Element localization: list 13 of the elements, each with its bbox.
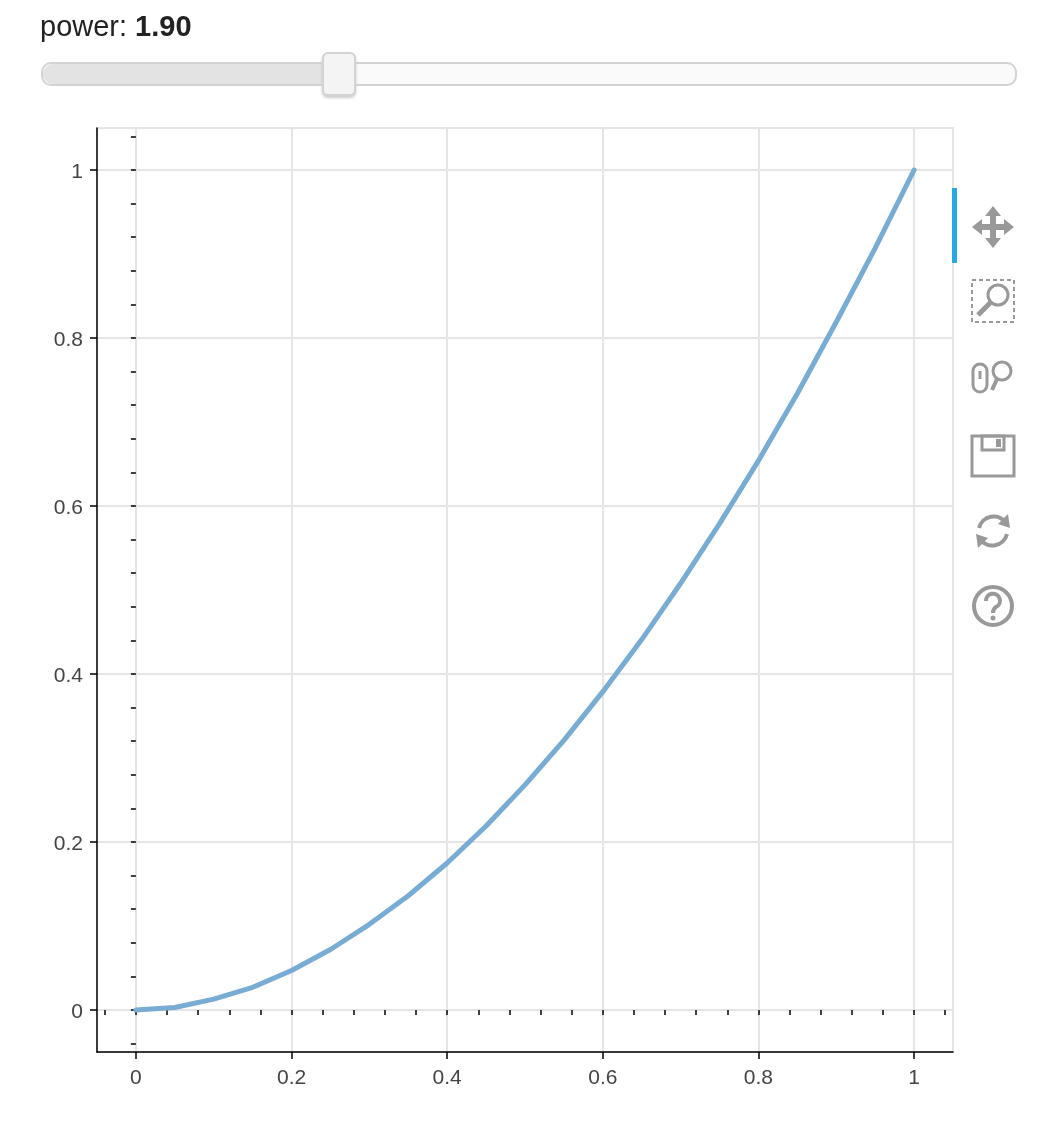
x-tick-label: 0.4	[432, 1065, 463, 1088]
x-tick-label: 0.6	[588, 1065, 618, 1088]
x-tick-label: 1	[908, 1065, 920, 1088]
x-tick-label: 0	[130, 1065, 142, 1088]
y-tick-label: 0	[71, 998, 83, 1022]
text: power: 1.90	[40, 10, 192, 43]
y-tick-label: 1	[71, 158, 83, 182]
y-tick-label: 0.6	[53, 494, 83, 518]
y-tick-label: 0.8	[53, 326, 83, 350]
y-tick-label: 0.2	[53, 830, 83, 854]
x-tick-label: 0.2	[276, 1065, 307, 1088]
y-tick-label: 0.4	[53, 662, 84, 686]
x-tick-label: 0.8	[743, 1065, 774, 1088]
